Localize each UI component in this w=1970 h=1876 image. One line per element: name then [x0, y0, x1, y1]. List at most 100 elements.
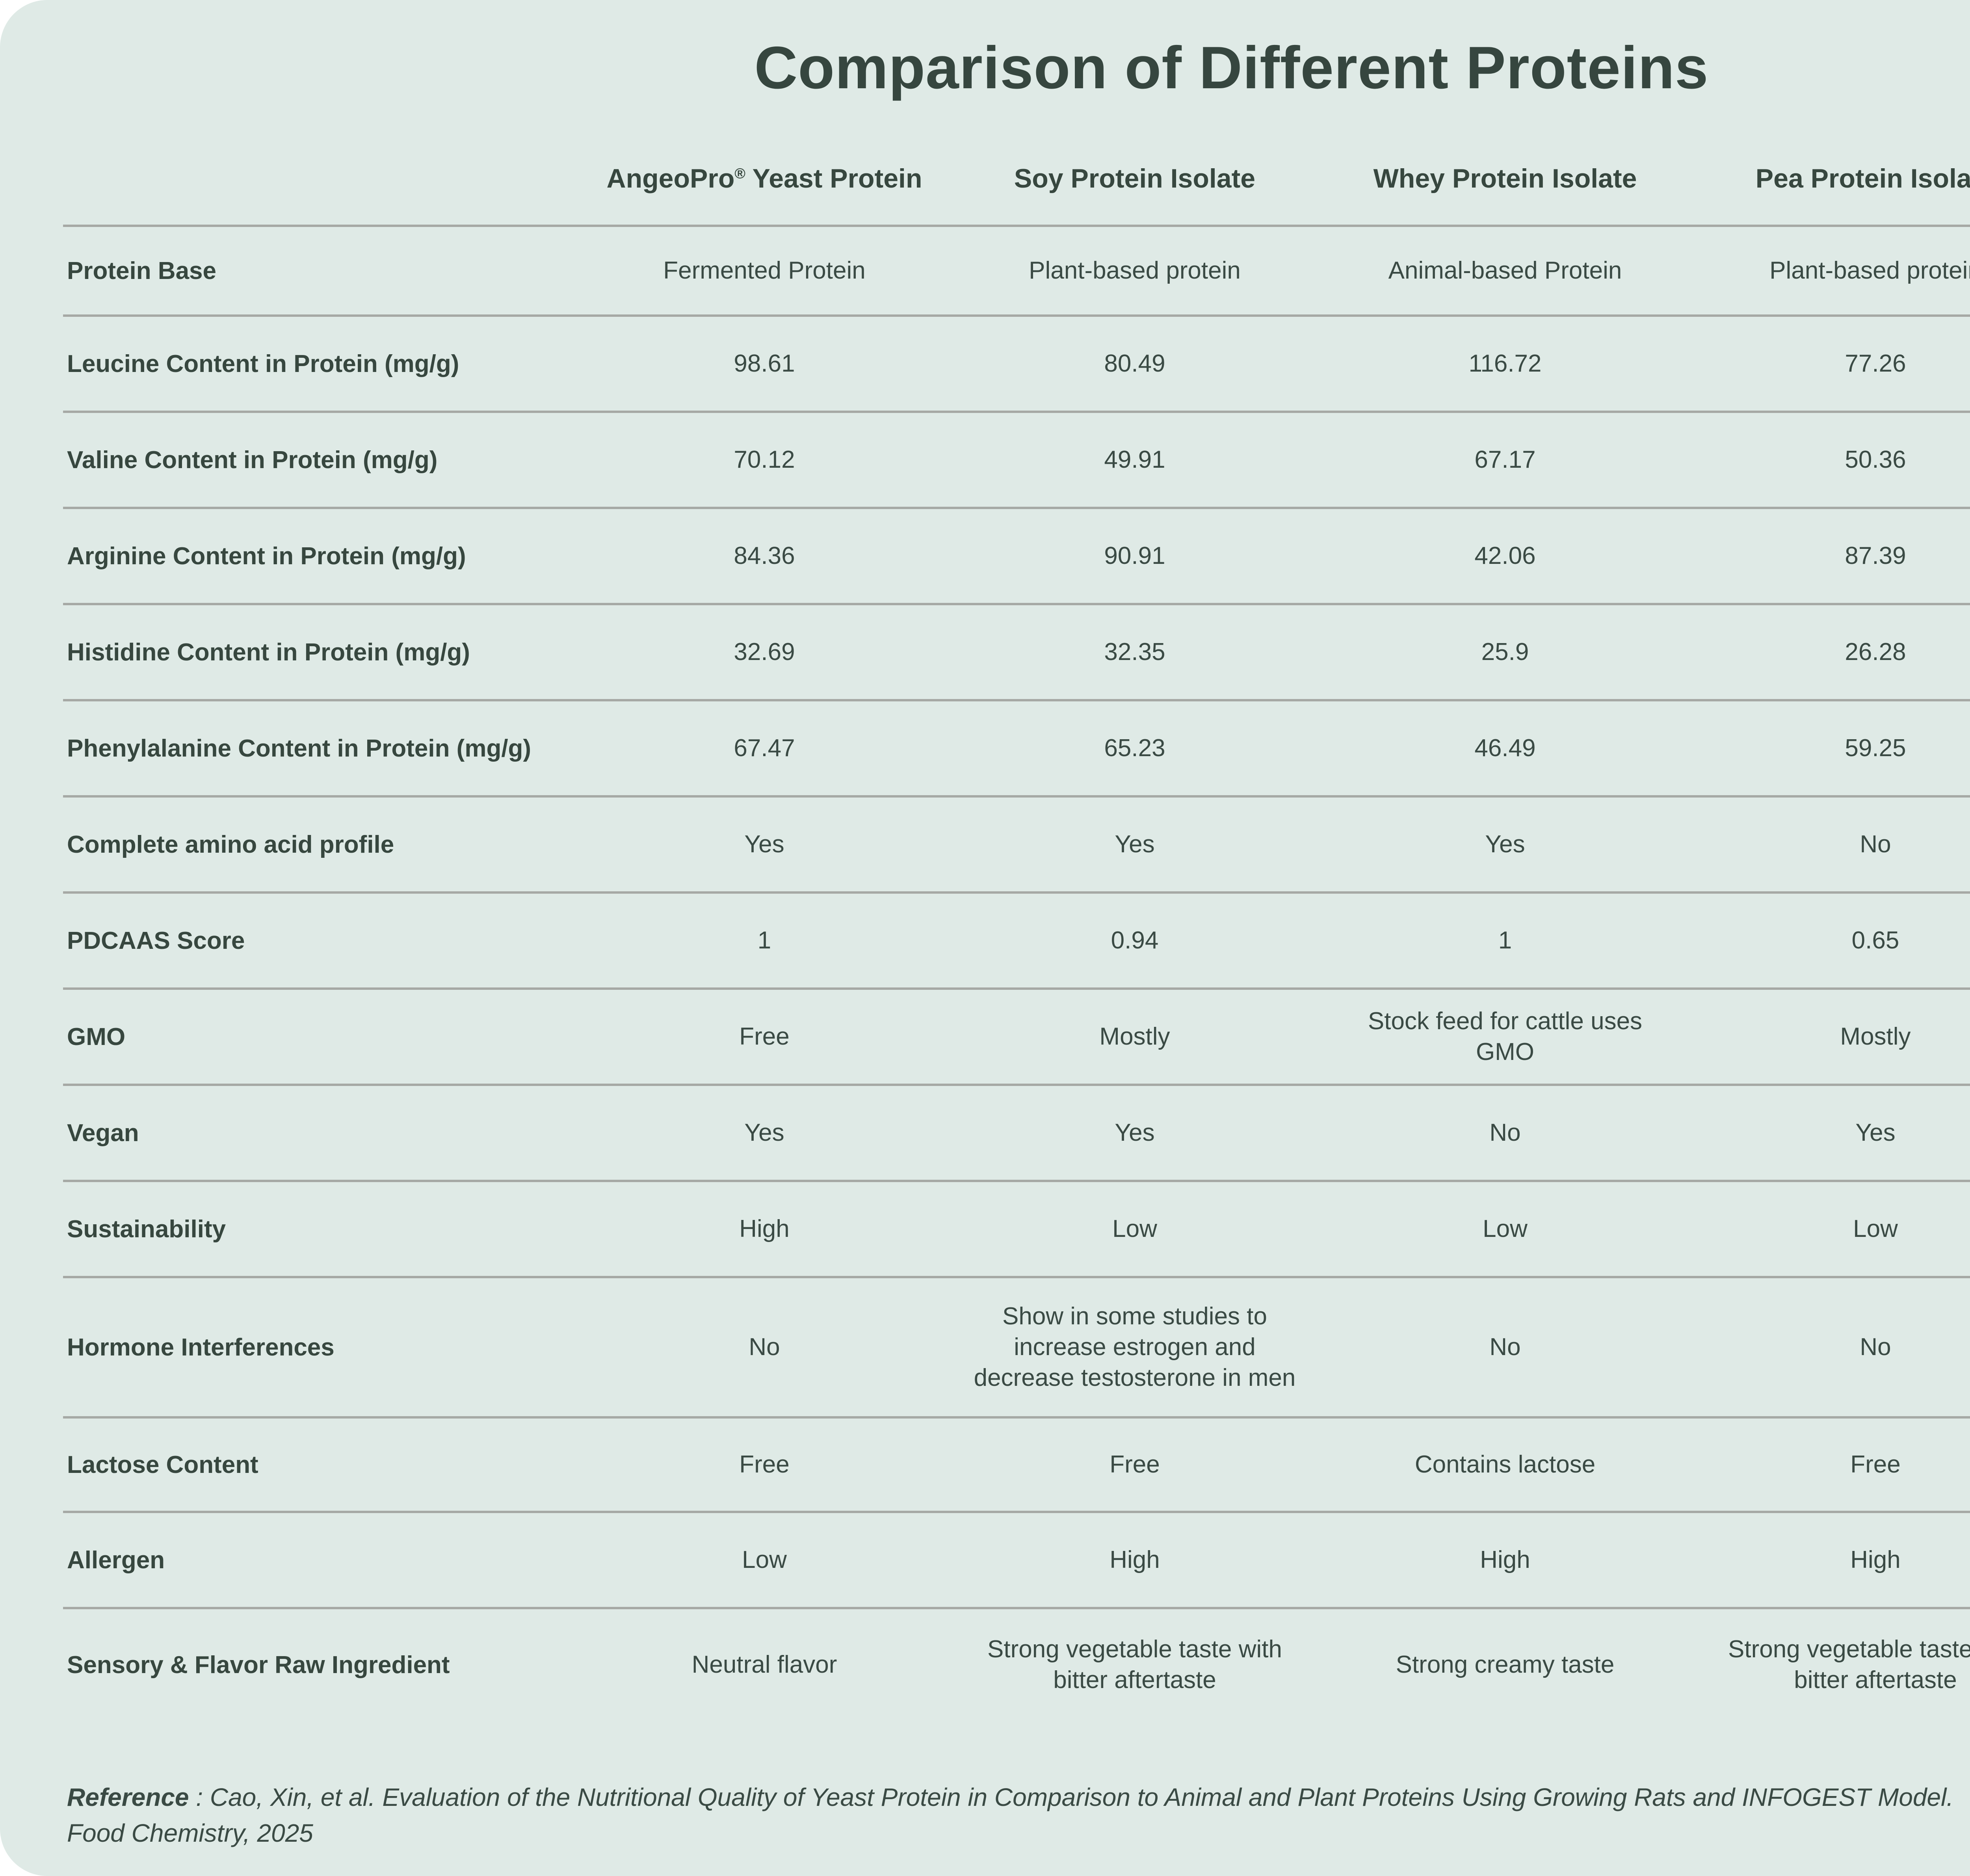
- table-row: Leucine Content in Protein (mg/g) 98.61 …: [63, 316, 1970, 413]
- table-row: PDCAAS Score 1 0.94 1 0.65 0.3: [63, 892, 1970, 990]
- table-cell: No: [1690, 1277, 1970, 1419]
- table-row: Valine Content in Protein (mg/g) 70.12 4…: [63, 412, 1970, 509]
- table-cell: Plant-based protein: [1690, 226, 1970, 317]
- reference-journal: Food Chemistry, 2025: [67, 1818, 313, 1847]
- table-cell: 116.72: [1320, 316, 1690, 413]
- table-row: Arginine Content in Protein (mg/g) 84.36…: [63, 508, 1970, 605]
- table-cell: Low: [1320, 1181, 1690, 1278]
- column-header-soy: Soy Protein Isolate: [950, 146, 1320, 227]
- table-row: Sustainability High Low Low Low Low: [63, 1181, 1970, 1278]
- table-cell: No: [1690, 796, 1970, 894]
- table-cell: Plant-based protein: [950, 226, 1320, 317]
- row-label: Sensory & Flavor Raw Ingredient: [67, 1651, 450, 1679]
- table-cell: Neutral flavor: [691, 1651, 837, 1678]
- row-label: Arginine Content in Protein (mg/g): [63, 508, 579, 605]
- table-cell: 25.9: [1320, 604, 1690, 701]
- registered-trademark-icon: ®: [734, 164, 745, 181]
- table-cell: Free: [950, 1417, 1320, 1513]
- column-header-pea: Pea Protein Isolate: [1690, 146, 1970, 227]
- table-cell: Mostly: [950, 989, 1320, 1086]
- row-label: Allergen: [63, 1512, 579, 1609]
- table-cell: Yes: [579, 1085, 950, 1182]
- row-label: PDCAAS Score: [63, 892, 579, 990]
- table-row: Vegan Yes Yes No Yes Yes: [63, 1085, 1970, 1182]
- table-cell: Free: [1690, 1417, 1970, 1513]
- table-row: Hormone Interferences No Show in some st…: [63, 1277, 1970, 1419]
- row-label: Histidine Content in Protein (mg/g): [63, 604, 579, 701]
- table-row: Allergen Low High High High High: [63, 1512, 1970, 1609]
- reference-label: Reference: [67, 1783, 189, 1811]
- table-cell: Low: [579, 1512, 950, 1609]
- table-cell: Yes: [950, 796, 1320, 894]
- table-cell: 59.25: [1690, 700, 1970, 798]
- corner-cell: [63, 146, 579, 227]
- table-cell: Strong vegetable taste with bitter after…: [1728, 1635, 1970, 1694]
- row-label: Hormone Interferences: [63, 1277, 579, 1419]
- table-cell: 98.61: [579, 316, 950, 413]
- table-cell: 42.06: [1320, 508, 1690, 605]
- table-row: Lactose Content Free Free Contains lacto…: [63, 1417, 1970, 1513]
- brand-suffix: Yeast Protein: [745, 163, 922, 193]
- table-row: Protein Base Fermented Protein Plant-bas…: [63, 226, 1970, 317]
- table-row: Complete amino acid profile Yes Yes Yes …: [63, 796, 1970, 894]
- table-cell: Free: [579, 1417, 950, 1513]
- page-title: Comparison of Different Proteins: [754, 34, 1709, 101]
- row-label: Leucine Content in Protein (mg/g): [63, 316, 579, 413]
- table-cell: 46.49: [1320, 700, 1690, 798]
- table-cell: Animal-based Protein: [1320, 226, 1690, 317]
- header-row: AngeoPro® Yeast Protein Soy Protein Isol…: [63, 146, 1970, 227]
- row-label: Complete amino acid profile: [63, 796, 579, 894]
- table-cell: High: [579, 1181, 950, 1278]
- table-cell: Strong vegetable taste with bitter after…: [987, 1635, 1282, 1694]
- table-cell: High: [1690, 1512, 1970, 1609]
- row-label: Valine Content in Protein (mg/g): [63, 412, 579, 509]
- row-label: Protein Base: [63, 226, 579, 317]
- table-cell: Yes: [950, 1085, 1320, 1182]
- row-label: Lactose Content: [63, 1417, 579, 1513]
- row-label: Vegan: [63, 1085, 579, 1182]
- table-cell: 90.91: [950, 508, 1320, 605]
- table-cell: 1: [1320, 892, 1690, 990]
- table-cell: Strong creamy taste: [1396, 1651, 1615, 1678]
- table-cell: 67.47: [579, 700, 950, 798]
- comparison-table: AngeoPro® Yeast Protein Soy Protein Isol…: [63, 146, 1970, 1720]
- table-cell: Contains lactose: [1320, 1417, 1690, 1513]
- reference-citation: : Cao, Xin, et al. Evaluation of the Nut…: [189, 1783, 1954, 1811]
- brand-name: AngeoPro: [606, 163, 735, 193]
- table-cell: Stock feed for cattle uses GMO: [1320, 989, 1690, 1086]
- table-cell: High: [1320, 1512, 1690, 1609]
- table-cell: 49.91: [950, 412, 1320, 509]
- table-row: Histidine Content in Protein (mg/g) 32.6…: [63, 604, 1970, 701]
- table-cell: Yes: [1690, 1085, 1970, 1182]
- table-cell: 65.23: [950, 700, 1320, 798]
- reference: Reference : Cao, Xin, et al. Evaluation …: [67, 1779, 1970, 1851]
- table-cell: Mostly: [1690, 989, 1970, 1086]
- table-cell: Yes: [1320, 796, 1690, 894]
- table-cell: Show in some studies to increase estroge…: [950, 1277, 1320, 1419]
- table-cell: 70.12: [579, 412, 950, 509]
- table-row: GMO Free Mostly Stock feed for cattle us…: [63, 989, 1970, 1086]
- table-cell: 0.94: [950, 892, 1320, 990]
- table-cell: 0.65: [1690, 892, 1970, 990]
- row-label: Sustainability: [63, 1181, 579, 1278]
- table-cell: No: [1320, 1277, 1690, 1419]
- table-cell: 84.36: [579, 508, 950, 605]
- table-cell: 50.36: [1690, 412, 1970, 509]
- table-cell: Yes: [579, 796, 950, 894]
- row-label: Phenylalanine Content in Protein (mg/g): [63, 700, 579, 798]
- table-cell: 32.35: [950, 604, 1320, 701]
- table-cell: No: [579, 1277, 950, 1419]
- table-cell: High: [950, 1512, 1320, 1609]
- table-cell: 77.26: [1690, 316, 1970, 413]
- table-cell: No: [1320, 1085, 1690, 1182]
- table-cell: 67.17: [1320, 412, 1690, 509]
- table-cell: 87.39: [1690, 508, 1970, 605]
- table-cell: 26.28: [1690, 604, 1970, 701]
- table-cell: Fermented Protein: [579, 226, 950, 317]
- table-row: Sensory & Flavor Raw Ingredient Neutral …: [63, 1608, 1970, 1720]
- row-label: GMO: [63, 989, 579, 1086]
- column-header-whey: Whey Protein Isolate: [1320, 146, 1690, 227]
- table-cell: 32.69: [579, 604, 950, 701]
- table-cell: Free: [579, 989, 950, 1086]
